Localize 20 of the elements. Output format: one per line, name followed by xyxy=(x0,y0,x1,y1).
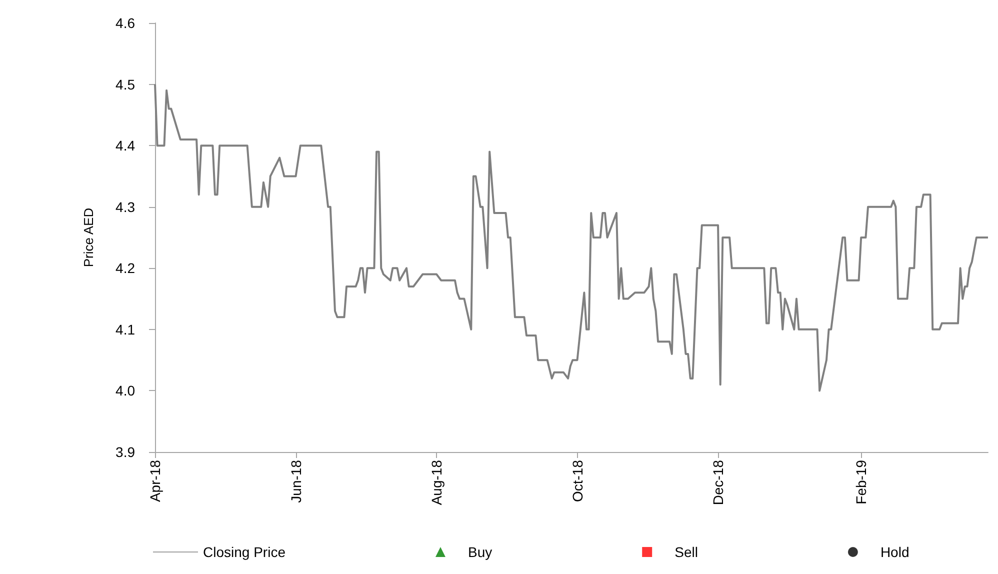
x-tick-label: Jun-18 xyxy=(288,460,304,503)
y-tick-label: 4.0 xyxy=(116,382,136,399)
x-tick-label: Feb-19 xyxy=(853,460,870,504)
y-tick-label: 4.1 xyxy=(116,321,136,338)
line-series xyxy=(154,83,989,392)
x-tick-label: Oct-18 xyxy=(569,460,586,502)
x-tick-label: Aug-18 xyxy=(428,460,445,506)
legend-label: Sell xyxy=(674,544,698,560)
y-tick-label: 4.2 xyxy=(116,260,136,276)
y-axis-title: Price AED xyxy=(81,208,96,268)
y-tick-label: 4.4 xyxy=(116,138,136,154)
x-tick-label: Dec-18 xyxy=(710,460,726,506)
y-tick-label: 3.9 xyxy=(116,444,136,460)
legend-label: Buy xyxy=(468,544,492,560)
legend-label: Closing Price xyxy=(203,544,286,560)
y-tick-label: 4.6 xyxy=(116,15,136,31)
y-tick-label: 4.3 xyxy=(116,198,136,215)
x-tick-label: Apr-18 xyxy=(147,460,163,502)
legend-label: Hold xyxy=(880,544,910,560)
y-tick-label: 4.5 xyxy=(116,76,136,92)
